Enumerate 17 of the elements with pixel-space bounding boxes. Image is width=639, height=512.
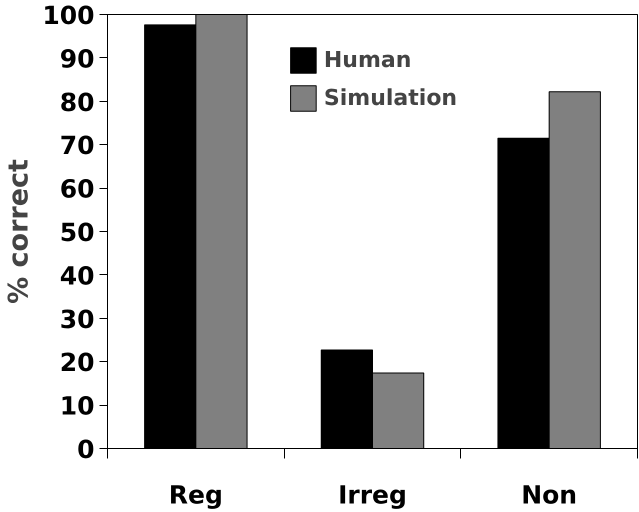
y-tick-label: 40 [60,261,95,290]
y-tick-label: 10 [60,392,95,421]
x-tick-label: Reg [168,480,223,510]
x-tick-label: Non [521,480,578,510]
legend-label: Human [324,48,412,72]
x-tick-label: Irreg [338,480,407,510]
y-tick-label: 50 [60,218,95,247]
y-tick-label: 90 [60,44,95,74]
y-tick-label: 20 [60,348,95,378]
y-tick-label: 80 [60,88,95,117]
legend-label: Simulation [324,86,458,110]
y-tick-label: 30 [60,304,95,334]
y-tick-label: 100 [42,1,94,30]
y-axis-title: % correct [3,158,34,304]
y-tick-label: 70 [60,131,95,160]
y-tick-label: 60 [60,174,95,204]
y-tick-label: 0 [77,435,95,464]
